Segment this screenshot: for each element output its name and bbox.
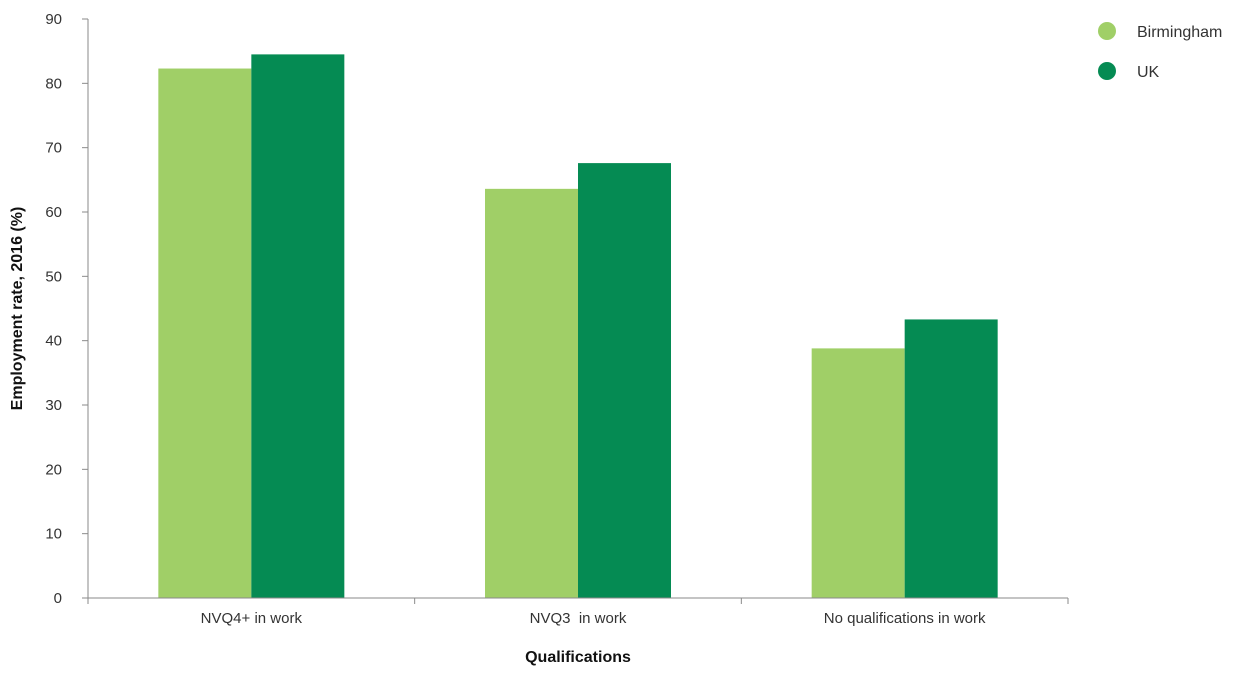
y-tick-label: 0 (54, 590, 62, 607)
y-tick-label: 20 (45, 461, 62, 478)
bar-birmingham-0 (158, 68, 252, 598)
x-category-label: No qualifications in work (824, 610, 986, 627)
y-tick-label: 40 (45, 333, 62, 350)
y-tick-label: 30 (45, 397, 62, 414)
y-tick-label: 70 (45, 140, 62, 157)
bar-birmingham-2 (811, 348, 905, 598)
bar-uk-0 (251, 54, 345, 598)
y-tick-label: 80 (45, 75, 62, 92)
y-axis-ticks: 0 10 20 30 40 50 60 70 80 90 (45, 11, 88, 607)
legend-label-birmingham: Birmingham (1137, 24, 1222, 41)
bar-birmingham-1 (485, 188, 578, 598)
y-tick-label: 50 (45, 268, 62, 285)
bars-group (158, 54, 998, 598)
legend-label-uk: UK (1137, 64, 1160, 81)
legend: Birmingham UK (1098, 22, 1222, 81)
y-axis-title: Employment rate, 2016 (%) (9, 207, 26, 411)
x-category-label: NVQ4+ in work (201, 610, 303, 627)
bar-uk-2 (904, 319, 998, 598)
x-axis-ticks: NVQ4+ in work NVQ3 in work No qualificatio… (87, 598, 1069, 627)
x-axis-title: Qualifications (525, 649, 631, 666)
y-tick-label: 60 (45, 204, 62, 221)
x-category-label: NVQ3 in work (530, 610, 627, 627)
bar-uk-1 (578, 163, 671, 598)
legend-swatch-birmingham (1098, 22, 1116, 40)
legend-swatch-uk (1098, 62, 1116, 80)
y-tick-label: 90 (45, 11, 62, 28)
y-tick-label: 10 (45, 526, 62, 543)
